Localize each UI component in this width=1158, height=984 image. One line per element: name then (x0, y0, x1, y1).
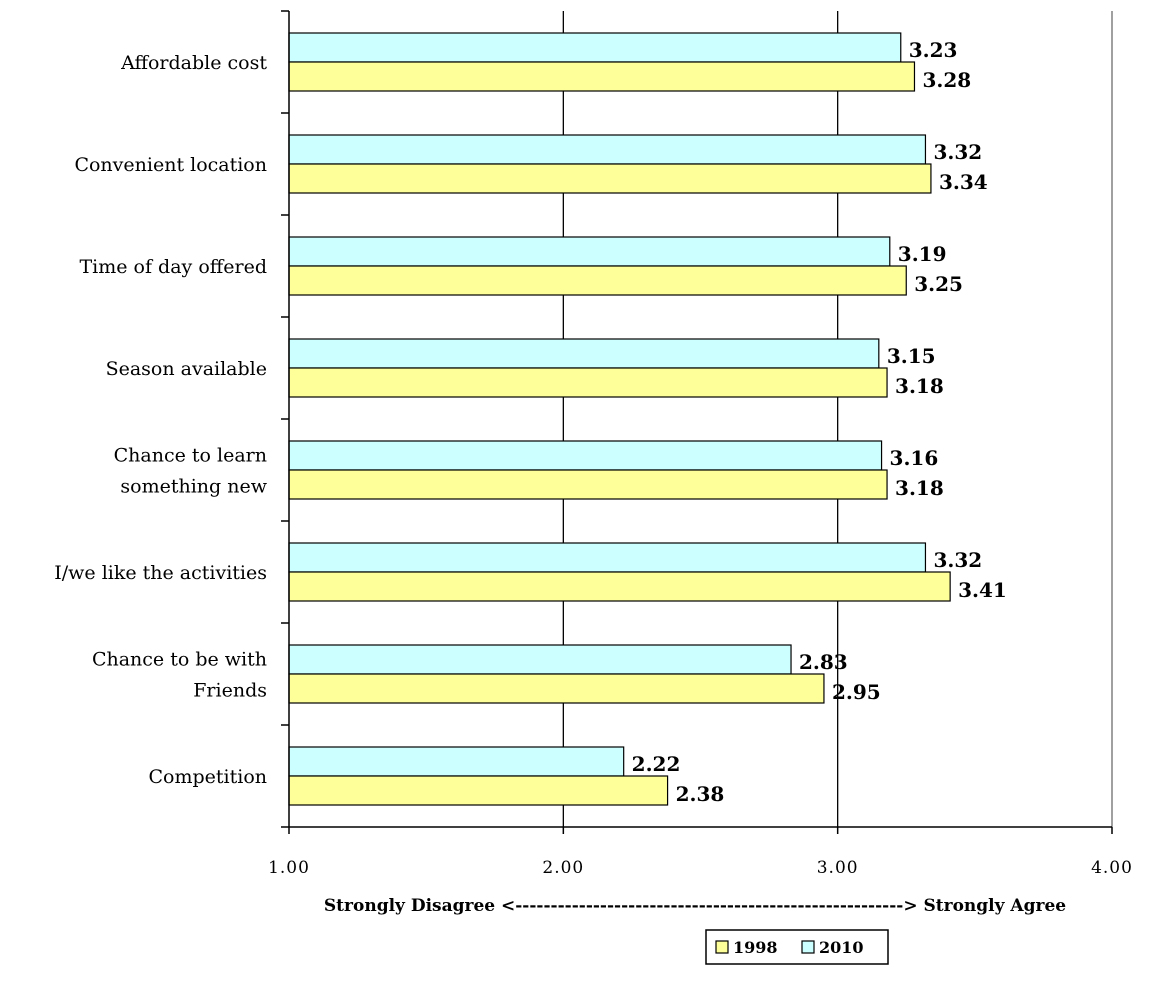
category-label: something new (120, 476, 267, 498)
data-label-2010: 3.16 (890, 446, 939, 470)
bar-1998 (288, 367, 888, 398)
bar-2010 (288, 746, 625, 777)
bar-2010 (288, 338, 880, 369)
category-label: I/we like the activities (54, 562, 267, 584)
bar-2010 (288, 644, 792, 675)
data-label-2010: 3.32 (933, 548, 982, 572)
bar-1998 (288, 673, 825, 704)
data-label-2010: 3.15 (887, 344, 936, 368)
bars (288, 32, 951, 806)
data-label-2010: 3.19 (898, 242, 947, 266)
data-label-2010: 2.83 (799, 650, 848, 674)
bar-2010 (288, 32, 902, 63)
bar-1998 (288, 469, 888, 500)
bar-2010 (288, 440, 883, 471)
data-label-1998: 2.38 (676, 782, 725, 806)
data-label-2010: 3.23 (909, 38, 958, 62)
plot-area (289, 11, 1112, 827)
legend-label-2010: 2010 (819, 938, 864, 957)
bar-2010 (288, 236, 891, 267)
data-label-1998: 2.95 (832, 680, 881, 704)
bar-1998 (288, 61, 916, 92)
data-labels: 3.23 3.28 3.32 3.34 3.19 3.25 3.15 3.18 3.16 3.18… (632, 38, 1007, 806)
legend: 1998 2010 (705, 929, 889, 965)
category-label: Chance to be with (92, 649, 267, 671)
category-label: Convenient location (74, 154, 267, 176)
x-axis-title: Strongly Disagree <---------------------… (324, 896, 1066, 916)
bar-1998 (288, 163, 932, 194)
bar-1998 (288, 265, 907, 296)
data-label-1998: 3.41 (958, 578, 1007, 602)
x-tick-label: 3.00 (817, 858, 859, 878)
legend-label-1998: 1998 (733, 938, 778, 957)
category-label: Time of day offered (80, 256, 268, 278)
category-labels: Affordable cost Convenient location Time o… (54, 52, 267, 788)
data-label-1998: 3.28 (922, 68, 971, 92)
data-label-2010: 2.22 (632, 752, 681, 776)
category-label: Competition (149, 766, 268, 788)
x-tick-label: 1.00 (268, 858, 310, 878)
data-label-1998: 3.18 (895, 476, 944, 500)
category-label: Chance to learn (114, 445, 267, 467)
x-tick-label: 2.00 (542, 858, 584, 878)
bar-1998 (288, 775, 669, 806)
data-label-1998: 3.25 (914, 272, 963, 296)
bar-1998 (288, 571, 951, 602)
bar-2010 (288, 134, 927, 165)
data-label-1998: 3.34 (939, 170, 988, 194)
category-label: Affordable cost (120, 52, 267, 74)
legend-swatch-2010 (801, 940, 815, 954)
legend-box (705, 929, 889, 965)
category-label: Friends (193, 680, 267, 702)
data-label-2010: 3.32 (933, 140, 982, 164)
data-label-1998: 3.18 (895, 374, 944, 398)
bar-2010 (288, 542, 927, 573)
x-tick-label: 4.00 (1091, 858, 1133, 878)
x-ticks: 1.00 2.00 3.00 4.00 (268, 827, 1133, 878)
legend-swatch-1998 (715, 940, 729, 954)
category-label: Season available (106, 358, 267, 380)
y-ticks (281, 10, 289, 828)
